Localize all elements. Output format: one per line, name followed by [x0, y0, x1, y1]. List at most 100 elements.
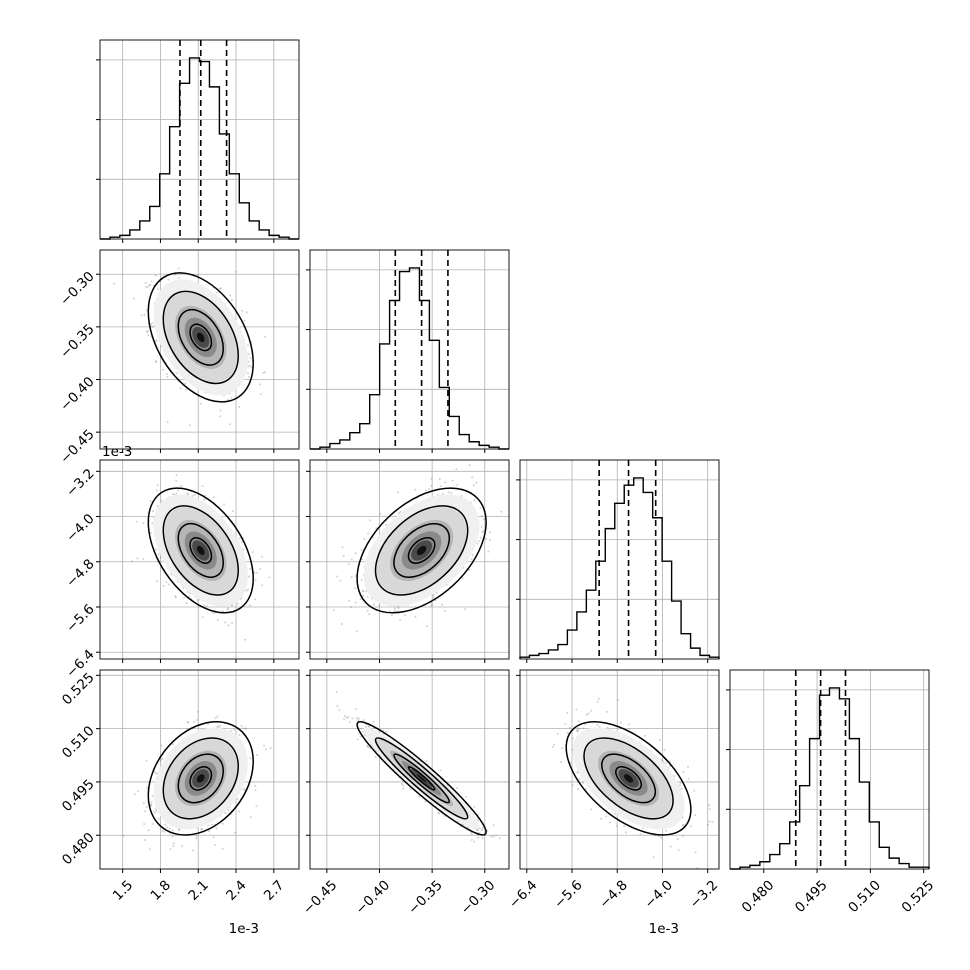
- sample-point: [183, 596, 186, 599]
- sample-point: [354, 552, 357, 555]
- sample-point: [135, 520, 138, 523]
- sample-point: [216, 715, 219, 718]
- sample-point: [438, 478, 441, 481]
- sample-point: [155, 809, 158, 812]
- sample-point: [398, 512, 401, 515]
- sample-point: [247, 588, 249, 591]
- sample-point: [473, 499, 476, 502]
- sample-point: [249, 816, 252, 819]
- density-level: [196, 332, 205, 343]
- sample-point: [255, 571, 258, 574]
- sample-point: [162, 584, 165, 587]
- sample-point: [471, 476, 474, 479]
- sample-point: [156, 484, 159, 487]
- sample-point: [424, 800, 427, 803]
- sample-point: [500, 510, 503, 513]
- sample-point: [113, 282, 116, 285]
- sample-point: [246, 372, 249, 375]
- sample-point: [177, 276, 180, 279]
- sample-point: [455, 468, 458, 471]
- sample-point: [231, 604, 234, 607]
- sample-point: [354, 587, 357, 590]
- sample-point: [166, 421, 169, 424]
- sample-point: [230, 396, 233, 399]
- sample-point: [368, 613, 371, 616]
- sample-point: [187, 721, 190, 724]
- sample-point: [242, 548, 245, 551]
- sample-point: [431, 603, 434, 606]
- sample-point: [473, 840, 476, 843]
- sample-point: [148, 848, 151, 851]
- sample-point: [248, 604, 251, 607]
- sample-point: [359, 735, 362, 738]
- sample-point: [227, 398, 230, 401]
- sample-point: [201, 485, 204, 488]
- sample-point: [195, 837, 198, 840]
- sample-point: [215, 827, 218, 830]
- sample-point: [161, 829, 164, 832]
- sample-point: [221, 822, 224, 825]
- sample-point: [372, 603, 375, 606]
- sample-point: [244, 638, 247, 641]
- sample-point: [489, 531, 492, 534]
- sample-point: [140, 314, 143, 317]
- sample-point: [255, 805, 258, 808]
- sample-point: [444, 481, 446, 484]
- sample-point: [470, 839, 473, 841]
- sample-point: [385, 524, 388, 526]
- sample-point: [249, 568, 251, 570]
- sample-point: [254, 784, 256, 787]
- contour-line: [177, 309, 224, 366]
- sample-point: [137, 790, 139, 793]
- sample-point: [366, 595, 369, 598]
- sample-point: [196, 710, 199, 713]
- sample-point: [238, 406, 241, 409]
- sample-point: [404, 614, 407, 617]
- sample-point: [166, 826, 169, 829]
- sample-point: [238, 810, 241, 813]
- sample-point: [361, 558, 364, 561]
- sample-point: [247, 360, 250, 363]
- sample-point: [471, 553, 474, 556]
- sample-point: [475, 829, 478, 831]
- sample-point: [151, 823, 154, 825]
- panel-background: [310, 250, 509, 449]
- sample-point: [186, 721, 189, 723]
- sample-point: [249, 357, 252, 359]
- sample-point: [174, 596, 177, 599]
- sample-point: [154, 274, 157, 277]
- sample-point: [161, 757, 164, 760]
- sample-point: [236, 797, 239, 800]
- scatter-panel-2-1: [99, 249, 300, 450]
- sample-point: [163, 830, 166, 833]
- sample-point: [341, 546, 344, 549]
- sample-point: [166, 375, 169, 378]
- sample-point: [207, 824, 209, 827]
- sample-point: [191, 495, 194, 497]
- sample-point: [255, 754, 258, 756]
- sample-point: [144, 281, 147, 284]
- contour-line: [393, 522, 450, 578]
- sample-point: [227, 607, 230, 610]
- sample-point: [212, 496, 215, 499]
- sample-point: [145, 285, 148, 288]
- sample-point: [350, 558, 353, 561]
- sample-point: [430, 604, 433, 607]
- sample-point: [155, 772, 157, 775]
- density-level: [416, 545, 427, 556]
- sample-point: [390, 614, 393, 617]
- contour-line: [177, 753, 224, 804]
- sample-point: [162, 368, 164, 371]
- sample-point: [151, 322, 154, 325]
- sample-point: [482, 530, 485, 533]
- sample-point: [196, 718, 199, 721]
- contour-line: [177, 522, 224, 578]
- sample-point: [175, 372, 178, 375]
- sample-point: [437, 811, 440, 814]
- contour-line: [356, 487, 487, 614]
- sample-point: [177, 489, 180, 492]
- sample-point: [360, 548, 363, 551]
- sample-point: [149, 284, 152, 287]
- sample-point: [229, 294, 232, 297]
- sample-point: [476, 542, 479, 545]
